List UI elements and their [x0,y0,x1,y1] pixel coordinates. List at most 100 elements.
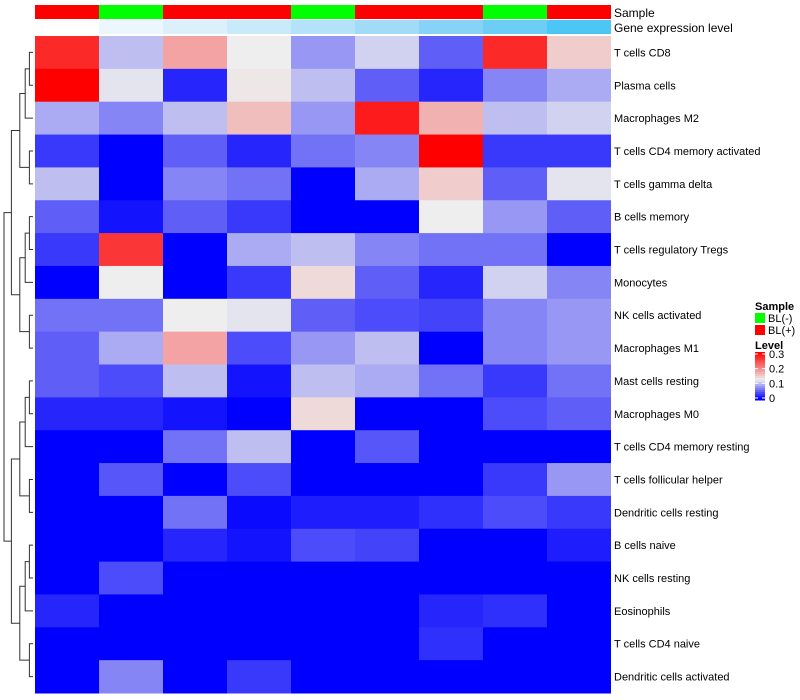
heatmap-cell [99,397,163,431]
dendrogram-branch [28,51,33,86]
heatmap-cell [483,463,547,497]
gene-expression-annotation-cell [163,20,227,34]
heatmap-cell [483,265,547,300]
heatmap-cell [419,68,483,103]
heatmap-cell [355,495,419,530]
heatmap-cell [227,495,291,530]
heatmap-cell [291,134,355,168]
heatmap-cell [547,364,611,398]
heatmap-cell [227,101,291,136]
heatmap-cell [163,298,227,333]
heatmap-cell [291,561,355,595]
heatmap-cell [547,233,611,267]
heatmap-cell [355,561,419,595]
level-legend-gradient-step [755,364,765,367]
level-legend-label: 0 [769,393,775,405]
sample-annotation-cell [291,5,355,19]
heatmap-cell [291,594,355,628]
sample-annotation-cell [419,5,483,19]
heatmap-cell [227,233,291,267]
level-legend-gradient-step [755,392,765,395]
dendrogram-branch [28,150,33,185]
heatmap-cell [163,331,227,365]
heatmap-cell [355,68,419,103]
heatmap-cell [291,265,355,300]
heatmap-cell [483,68,547,103]
heatmap-cell [291,430,355,464]
heatmap-cell [291,167,355,201]
heatmap-cell [163,200,227,234]
heatmap-cell [355,265,419,300]
row-label: Dendritic cells activated [614,672,730,684]
heatmap-cell [419,101,483,136]
level-legend-gradient-step [755,378,765,381]
level-legend-gradient-step [755,374,765,377]
level-legend-label: 0.3 [769,349,784,361]
heatmap-cell [483,397,547,431]
row-label: T cells CD4 memory activated [614,146,761,158]
row-label: B cells memory [614,212,690,224]
sample-annotation-cell [483,5,547,19]
level-legend-gradient-step [755,386,765,389]
row-label: Plasma cells [614,80,676,92]
sample-annotation-cell [35,5,99,19]
heatmap-cell [547,298,611,333]
heatmap-cell [35,660,99,694]
heatmap-cell [483,200,547,234]
heatmap-cell [483,495,547,530]
level-legend-gradient-step [755,396,765,399]
heatmap-cell [291,200,355,234]
heatmap-cell [227,660,291,694]
heatmap-cell [419,298,483,333]
dendrogram-branch [28,380,33,415]
row-label: Macrophages M1 [614,343,699,355]
heatmap-cell [227,594,291,628]
level-legend-gradient-step [755,362,765,365]
level-legend-label: 0.1 [769,378,784,390]
heatmap-cell [35,331,99,365]
heatmap-cell [35,233,99,267]
dendrogram-branch [10,458,20,624]
gene-expression-annotation-cell [419,20,483,34]
sample-legend-title: Sample [755,301,794,313]
heatmap-cell [547,627,611,661]
heatmap-cell [163,265,227,300]
heatmap-cell [163,68,227,103]
heatmap-cell [355,463,419,497]
level-legend-gradient-step [755,390,765,393]
gene-expression-annotation-cell [483,20,547,34]
heatmap-cell [291,397,355,431]
heatmap-cell [291,463,355,497]
heatmap-cell [483,331,547,365]
dendrogram-branch [28,643,33,678]
heatmap-cell [483,101,547,136]
heatmap-cell [419,36,483,70]
heatmap-cell [547,430,611,464]
level-legend-gradient-step [755,358,765,361]
heatmap-cell [355,364,419,398]
heatmap-cell [291,528,355,563]
heatmap-cell [99,134,163,168]
level-legend-gradient-step [755,356,765,359]
heatmap-cell [99,36,163,70]
heatmap-cell [99,463,163,497]
heatmap-cell [35,200,99,234]
heatmap-cell [355,594,419,628]
level-legend-gradient-step [755,382,765,385]
gene-expression-annotation-cell [355,20,419,34]
heatmap-cell [547,101,611,136]
heatmap-cell [99,627,163,661]
sample-legend-label: BL(+) [768,325,795,337]
heatmap-cell [291,331,355,365]
sample-legend-label: BL(-) [768,313,792,325]
heatmap-cell [227,561,291,595]
heatmap-cell [99,265,163,300]
heatmap-cell [355,233,419,267]
heatmap-cell [35,134,99,168]
heatmap-cell [419,265,483,300]
heatmap-cell [547,200,611,234]
heatmap-cell [483,167,547,201]
heatmap-cell [99,298,163,333]
heatmap-cell [291,660,355,694]
